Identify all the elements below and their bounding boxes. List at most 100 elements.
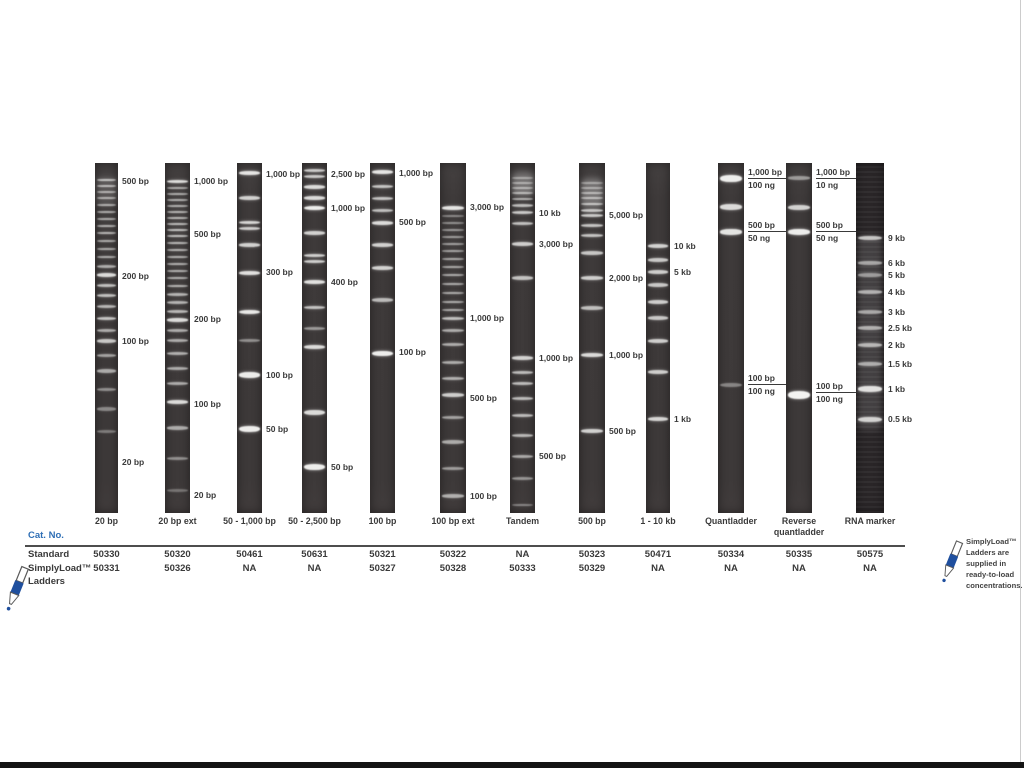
gel-band [96, 190, 117, 194]
gel-band [858, 290, 882, 294]
gel-band [96, 316, 117, 320]
gel-band [96, 293, 117, 297]
band-size-text: 500 bp [748, 220, 791, 232]
cat-no-simplyload-50-1-000-bp: NA [242, 563, 257, 574]
band-size-label: 50 bp [331, 461, 354, 472]
gel-lane-20-bp-ext [165, 163, 190, 513]
gel-lane-quantladder [718, 163, 744, 513]
band-size-text: 100 bp [748, 373, 791, 385]
gel-band [442, 236, 464, 238]
table-row-label-standard: Standard [28, 549, 70, 560]
gel-band [442, 440, 464, 444]
band-size-label: 20 bp [194, 489, 217, 500]
gel-band [96, 407, 117, 411]
gel-band [167, 186, 188, 190]
gel-band [167, 198, 188, 202]
lane-label-100-bp-ext: 100 bp ext [431, 516, 475, 526]
gel-band [858, 235, 882, 241]
gel-band [858, 326, 882, 330]
cat-no-simplyload-100-bp: 50327 [369, 563, 396, 574]
band-quantity-label: 500 bp 50 ng [748, 220, 791, 243]
gel-band [167, 292, 188, 296]
band-size-text: 1,000 bp [816, 167, 859, 179]
gel-band [239, 196, 260, 200]
gel-band [304, 464, 325, 470]
gel-band [581, 186, 603, 190]
gel-band [96, 203, 117, 207]
gel-lane-1-10-kb [646, 163, 670, 513]
band-size-label: 1,000 bp [470, 312, 505, 323]
gel-lane-100-bp [370, 163, 395, 513]
gel-band [304, 326, 325, 330]
gel-band [239, 426, 260, 432]
gel-band [788, 391, 810, 399]
band-size-label: 2,000 bp [609, 272, 644, 283]
gel-band [512, 176, 533, 180]
note-line: Ladders are [966, 548, 1010, 557]
gel-band [512, 370, 533, 374]
gel-band [581, 196, 603, 200]
gel-band [512, 191, 533, 195]
simplyload-note: SimplyLoad™ Ladders are supplied in ready-t… [966, 536, 1024, 591]
gel-band [442, 250, 464, 252]
gel-band [647, 244, 669, 248]
gel-band [239, 243, 260, 247]
cat-no-header: Cat. No. [28, 530, 64, 541]
gel-band [167, 338, 188, 342]
gel-band [304, 409, 325, 415]
gel-band [167, 456, 188, 460]
gel-band [788, 176, 810, 180]
gel-band [167, 255, 188, 259]
band-size-label: 5 kb [674, 266, 692, 277]
table-row-label-simplyload: SimplyLoad™ [28, 563, 92, 574]
gel-band [647, 316, 669, 320]
lane-label-quantladder: Quantladder [705, 516, 757, 526]
cat-no-standard-50-1-000-bp: 50461 [236, 549, 263, 560]
gel-band [167, 210, 188, 214]
cat-no-standard-1-10-kb: 50471 [644, 549, 672, 560]
band-amount-text: 100 ng [748, 180, 775, 190]
gel-band [442, 257, 464, 261]
gel-band [96, 196, 117, 200]
gel-band [442, 291, 464, 295]
lane-label-500-bp: 500 bp [578, 516, 606, 526]
band-size-text: 1,000 bp [748, 167, 791, 179]
gel-band [96, 387, 117, 391]
band-size-label: 3,000 bp [539, 238, 574, 249]
band-size-label: 500 bp [539, 450, 566, 461]
gel-band [239, 372, 260, 378]
band-size-label: 9 kb [888, 232, 906, 243]
band-size-text: 500 bp [816, 220, 859, 232]
gel-band [239, 220, 260, 224]
gel-band [304, 205, 325, 211]
band-size-label: 3,000 bp [470, 201, 505, 212]
gel-band [442, 243, 464, 245]
gel-band [858, 261, 882, 265]
gel-band [512, 433, 533, 437]
gel-band [304, 174, 325, 178]
gel-band [96, 231, 117, 235]
cat-no-standard-20-bp-ext: 50320 [164, 549, 191, 560]
band-size-label: 1,000 bp [399, 167, 434, 178]
gel-lane-reverse-quantladder [786, 163, 812, 513]
band-amount-text: 50 ng [748, 233, 771, 243]
band-size-label: 100 bp [122, 335, 149, 346]
gel-band [239, 271, 260, 275]
gel-band [442, 316, 464, 320]
gel-band [512, 276, 533, 280]
gel-band [581, 233, 603, 237]
band-amount-text: 100 ng [816, 394, 843, 404]
band-size-label: 100 bp [399, 346, 426, 357]
cat-no-standard-quantladder: 50334 [717, 549, 745, 560]
gel-band [167, 309, 188, 313]
gel-band [720, 229, 742, 235]
band-size-text: 100 bp [816, 381, 859, 393]
gel-lane-tandem [510, 163, 535, 513]
gel-band [858, 362, 882, 366]
gel-band [167, 262, 188, 266]
band-size-label: 200 bp [194, 313, 221, 324]
gel-band [720, 382, 742, 388]
band-size-label: 10 kb [539, 207, 561, 218]
gel-band [581, 202, 603, 206]
lane-label-50-2-500-bp: 50 - 2,500 bp [288, 516, 341, 526]
